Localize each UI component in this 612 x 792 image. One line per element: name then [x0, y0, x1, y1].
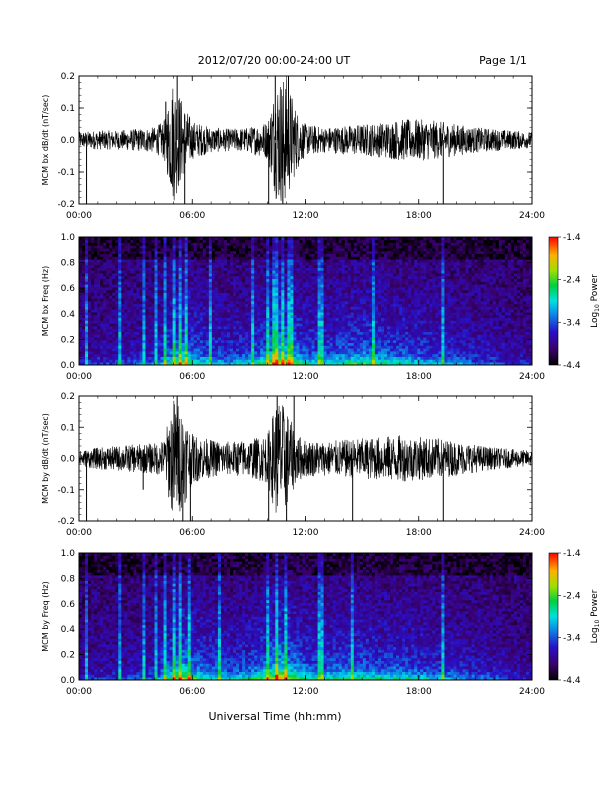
y-tick-label: 0.2	[61, 335, 75, 345]
colorbar-label-base: Log	[590, 627, 600, 643]
y-axis-label: MCM bx dB/dt (nT/sec)	[41, 95, 50, 186]
y-axis-label: MCM bx Freq (Hz)	[41, 266, 50, 336]
x-tick-label: 24:00	[519, 687, 545, 697]
colorbar-tick-label: -2.4	[563, 591, 581, 601]
y-tick-label: 0.0	[61, 676, 76, 686]
x-tick-label: 06:00	[179, 211, 205, 221]
panel-2: -1.4 -2.4 -3.4 -4.4 Log10 Power 00:00 06:00 12:…	[41, 233, 601, 382]
x-tick-label: 00:00	[66, 211, 92, 221]
signal-trace	[78, 400, 533, 513]
y-tick-label: -0.2	[57, 517, 75, 527]
x-tick-label: 06:00	[179, 687, 205, 697]
x-tick-label: 00:00	[66, 687, 92, 697]
colorbar	[548, 236, 559, 366]
x-tick-label: 12:00	[293, 528, 319, 538]
x-tick-label: 00:00	[66, 372, 92, 382]
x-axis-title: Universal Time (hh:mm)	[209, 710, 342, 723]
y-axis-label: MCM by dB/dt (nT/sec)	[41, 413, 50, 504]
y-tick-label: 0.8	[61, 574, 76, 584]
x-tick-label: 18:00	[406, 372, 432, 382]
y-tick-label: 0.6	[61, 600, 76, 610]
panel-1: 00:00 06:00 12:00 18:00 24:00 0.2 0.1 0.0 -0.1 -0…	[41, 72, 545, 221]
panel-4: -1.4 -2.4 -3.4 -4.4 Log10 Power 00:00 06:00 12:…	[41, 549, 601, 697]
y-tick-label: 0.2	[61, 392, 75, 402]
y-tick-label: 0.0	[61, 136, 76, 146]
x-tick-label: 12:00	[293, 372, 319, 382]
x-tick-label: 18:00	[406, 528, 432, 538]
y-tick-label: -0.1	[57, 168, 75, 178]
x-tick-label: 12:00	[293, 687, 319, 697]
y-axis-label: MCM by Freq (Hz)	[41, 581, 50, 651]
y-tick-label: 0.0	[61, 455, 76, 465]
colorbar-tick-label: -1.4	[563, 549, 581, 559]
colorbar-tick-label: -1.4	[563, 233, 581, 243]
y-tick-label: 0.6	[61, 284, 76, 294]
y-tick-label: -0.1	[57, 486, 75, 496]
page-title: 2012/07/20 00:00-24:00 UT	[198, 54, 351, 67]
colorbar-label: Log10 Power	[590, 589, 601, 643]
y-tick-label: 1.0	[61, 233, 76, 243]
y-tick-label: 0.2	[61, 72, 75, 82]
x-tick-label: 24:00	[519, 211, 545, 221]
x-tick-label: 12:00	[293, 211, 319, 221]
y-tick-label: 0.2	[61, 651, 75, 661]
y-tick-label: 0.1	[61, 104, 75, 114]
colorbar-label-rest: Power	[590, 589, 600, 619]
y-tick-label: 0.0	[61, 361, 76, 371]
x-tick-label: 00:00	[66, 528, 92, 538]
colorbar-tick-label: -3.4	[563, 318, 581, 328]
colorbar-label-subscript: 10	[594, 620, 601, 628]
x-tick-label: 18:00	[406, 211, 432, 221]
x-tick-label: 24:00	[519, 528, 545, 538]
x-tick-label: 06:00	[179, 372, 205, 382]
x-tick-label: 18:00	[406, 687, 432, 697]
signal-trace	[78, 78, 533, 201]
panel-3: 00:00 06:00 12:00 18:00 24:00 0.2 0.1 0.0 -0.1 -0…	[41, 392, 545, 538]
y-tick-label: 1.0	[61, 549, 76, 559]
x-tick-label: 06:00	[179, 528, 205, 538]
x-tick-label: 24:00	[519, 372, 545, 382]
y-tick-label: 0.4	[61, 310, 76, 320]
colorbar-label: Log10 Power	[590, 274, 601, 328]
colorbar-label-rest: Power	[590, 274, 600, 304]
colorbar-tick-label: -2.4	[563, 276, 581, 286]
y-tick-label: 0.1	[61, 423, 75, 433]
colorbar-tick-label: -4.4	[563, 676, 581, 686]
y-tick-label: 0.4	[61, 625, 76, 635]
y-tick-label: -0.2	[57, 200, 75, 210]
colorbar-tick-label: -4.4	[563, 361, 581, 371]
y-tick-label: 0.8	[61, 259, 76, 269]
colorbar	[548, 552, 559, 681]
colorbar-tick-label: -3.4	[563, 634, 581, 644]
colorbar-label-subscript: 10	[594, 304, 601, 312]
colorbar-label-base: Log	[590, 312, 600, 328]
page-number: Page 1/1	[479, 54, 527, 67]
